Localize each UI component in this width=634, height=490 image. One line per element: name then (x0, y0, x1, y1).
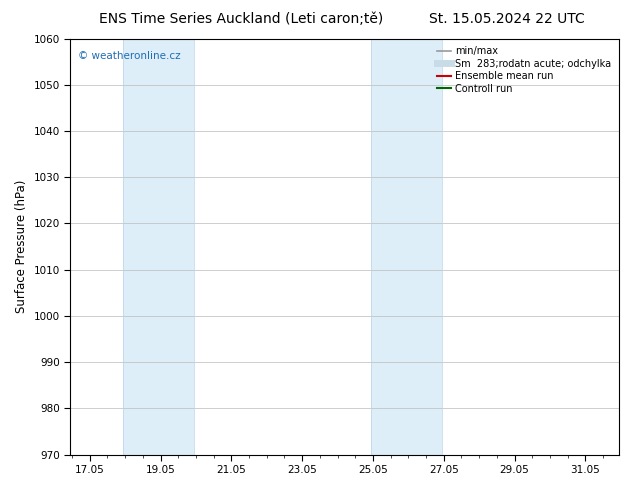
Y-axis label: Surface Pressure (hPa): Surface Pressure (hPa) (15, 180, 28, 313)
Text: ENS Time Series Auckland (Leti caron;tě): ENS Time Series Auckland (Leti caron;tě) (99, 12, 383, 26)
Text: St. 15.05.2024 22 UTC: St. 15.05.2024 22 UTC (429, 12, 585, 26)
Legend: min/max, Sm  283;rodatn acute; odchylka, Ensemble mean run, Controll run: min/max, Sm 283;rodatn acute; odchylka, … (434, 44, 614, 97)
Text: © weatheronline.cz: © weatheronline.cz (79, 51, 181, 61)
Bar (124, 39, 194, 455)
Bar (371, 39, 442, 455)
